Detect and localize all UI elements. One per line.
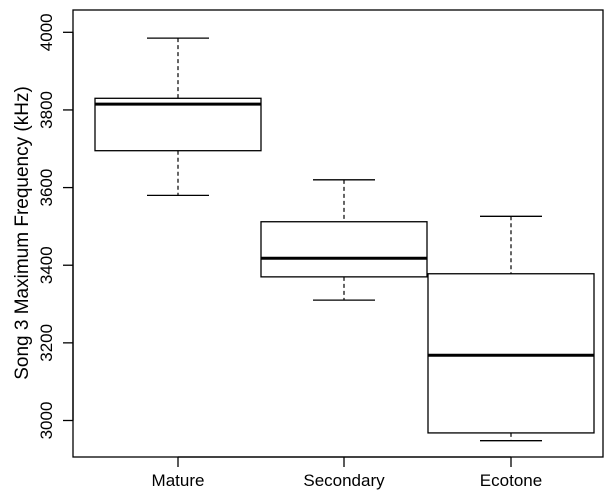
- box-ecotone: [427, 215, 595, 442]
- x-axis: Mature Secondary Ecotone: [152, 456, 542, 490]
- y-tick-label: 3000: [37, 402, 56, 440]
- y-tick-label: 3400: [37, 246, 56, 284]
- y-axis-title: Song 3 Maximum Frequency (kHz): [12, 86, 33, 380]
- y-tick-label: 4000: [37, 13, 56, 51]
- interquartile-box: [260, 221, 428, 278]
- interquartile-box: [94, 97, 262, 152]
- interquartile-box: [427, 273, 595, 434]
- y-tick-label: 3800: [37, 91, 56, 129]
- x-tick-label: Ecotone: [480, 471, 542, 490]
- y-tick-label: 3200: [37, 324, 56, 362]
- box-secondary: [260, 179, 428, 301]
- y-axis: 3000 3200 3400 3600 3800 4000: [37, 13, 74, 440]
- x-tick-label: Mature: [152, 471, 205, 490]
- boxes-layer: [94, 37, 595, 442]
- box-mature: [94, 37, 262, 196]
- x-tick-label: Secondary: [303, 471, 385, 490]
- y-tick-label: 3600: [37, 169, 56, 207]
